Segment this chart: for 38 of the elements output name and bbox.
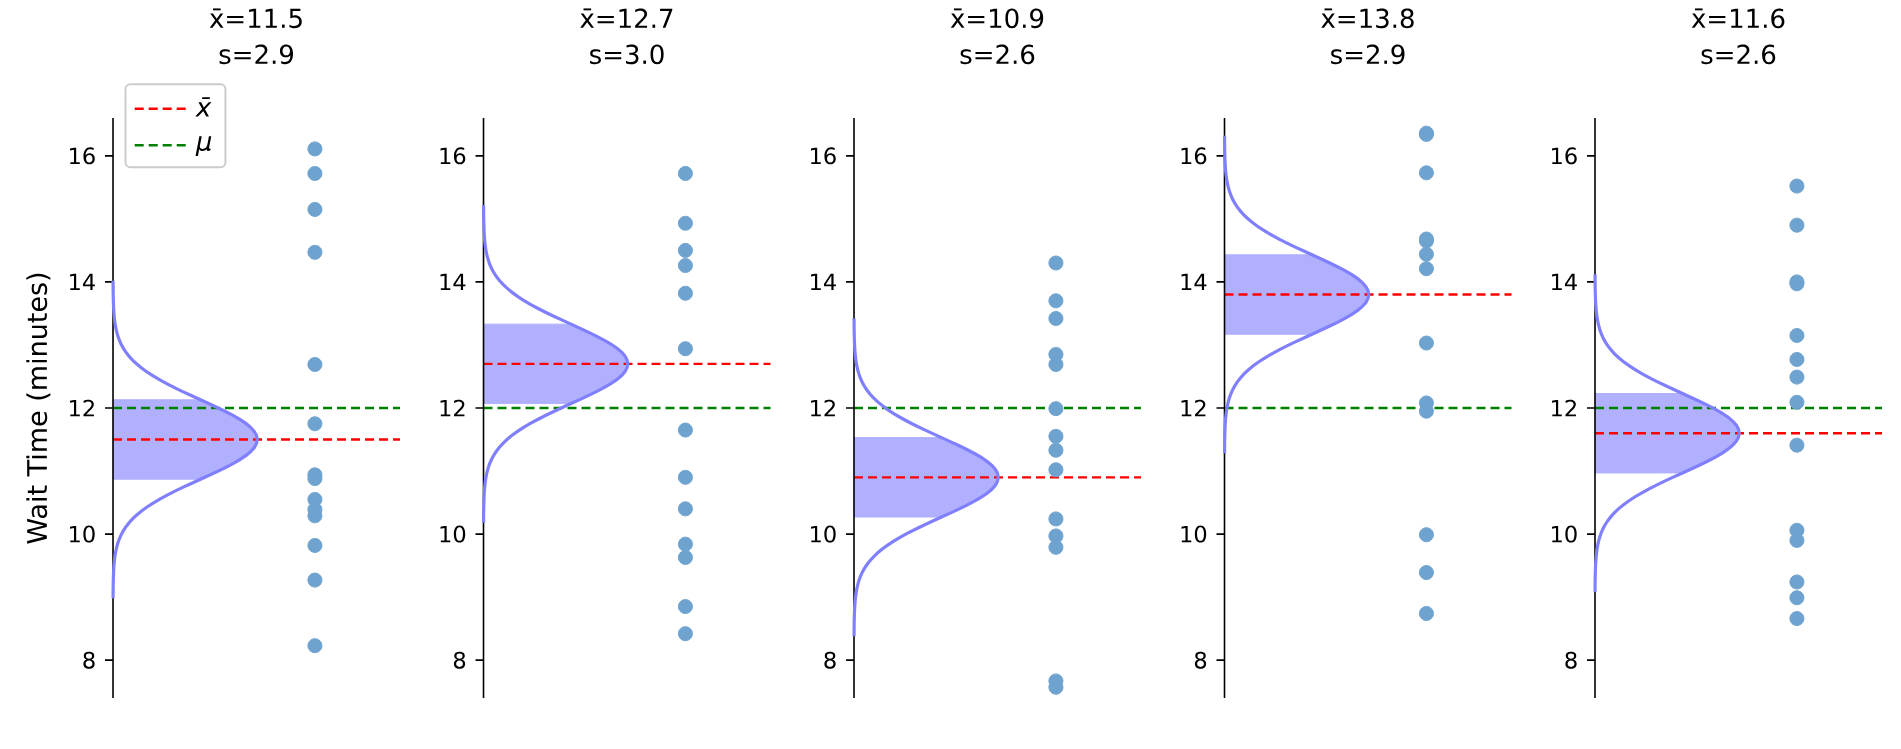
chart-title: x̄=10.9 <box>950 8 1044 29</box>
chart-title: x̄=12.7 <box>580 8 673 28</box>
chart-title: x̄=13.8 <box>1321 8 1414 29</box>
legend-label: x̄ <box>195 97 212 117</box>
y-tick-label: 8 <box>824 651 836 669</box>
chart-subtitle: s=2.6 <box>960 44 1035 65</box>
y-tick-label: 10 <box>811 525 836 543</box>
y-tick-label: 10 <box>70 525 95 543</box>
y-tick-label: 12 <box>811 399 835 417</box>
y-tick-label: 8 <box>1565 651 1577 669</box>
chart-title: x̄=11.6 <box>1691 8 1785 29</box>
y-tick-label: 16 <box>1552 147 1577 165</box>
y-tick-label: 16 <box>440 147 466 165</box>
y-tick-label: 10 <box>1552 525 1577 543</box>
y-axis-title: Wait Time (minutes) <box>26 273 51 544</box>
y-tick-label: 14 <box>1181 273 1207 291</box>
chart-subtitle: s=2.6 <box>1701 44 1776 65</box>
y-tick-label: 14 <box>440 273 466 291</box>
chart-subtitle: s=3.0 <box>590 44 664 65</box>
chart-subtitle: s=2.9 <box>1331 44 1405 65</box>
y-tick-label: 16 <box>70 147 95 165</box>
legend-label: μ <box>195 136 212 156</box>
y-tick-label: 16 <box>1181 147 1207 165</box>
y-tick-label: 14 <box>70 273 95 291</box>
y-tick-label: 12 <box>1181 399 1206 417</box>
y-tick-label: 8 <box>453 651 466 669</box>
y-tick-label: 14 <box>1552 273 1577 291</box>
y-tick-label: 10 <box>440 525 466 543</box>
chart-subtitle: s=2.9 <box>219 44 294 65</box>
y-tick-label: 10 <box>1181 525 1207 543</box>
y-tick-label: 8 <box>83 651 95 669</box>
y-tick-label: 12 <box>1552 399 1576 417</box>
y-tick-label: 14 <box>811 273 836 291</box>
chart-title: x̄=11.5 <box>209 8 302 29</box>
y-tick-label: 12 <box>440 399 465 417</box>
y-tick-label: 8 <box>1194 651 1207 669</box>
y-tick-label: 12 <box>70 399 94 417</box>
y-tick-label: 16 <box>811 147 836 165</box>
